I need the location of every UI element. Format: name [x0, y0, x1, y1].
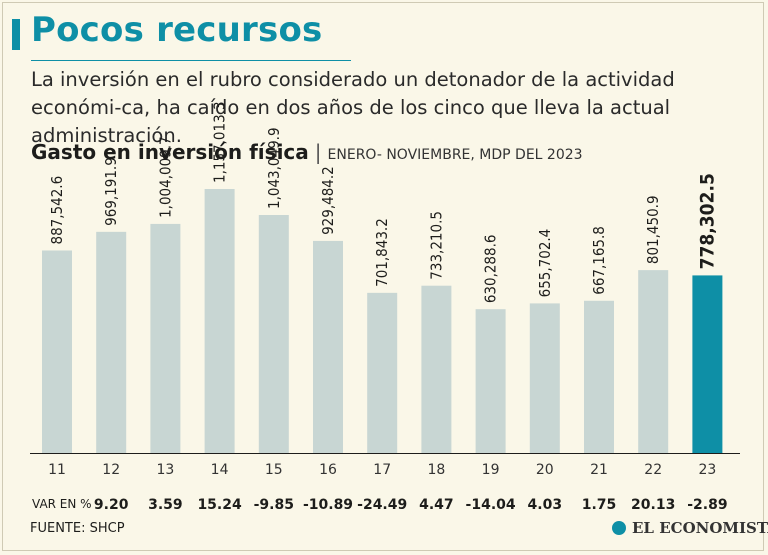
bar-12: [96, 231, 127, 453]
value-label-18: 733,210.5: [427, 211, 445, 280]
bar-13: [150, 223, 181, 453]
x-tick-14: 14: [211, 462, 229, 478]
variation-18: 4.47: [419, 497, 454, 513]
variation-14: 15.24: [197, 497, 242, 513]
value-label-15: 1,043,049.9: [265, 127, 283, 209]
value-label-23: 778,302.5: [696, 173, 718, 269]
bar-11: [42, 250, 72, 453]
x-tick-15: 15: [265, 462, 283, 478]
x-tick-19: 19: [482, 462, 500, 478]
variation-16: -10.89: [303, 497, 353, 513]
value-label-16: 929,484.2: [319, 166, 337, 235]
x-tick-16: 16: [319, 462, 337, 478]
logo-text: EL ECONOMISTA: [632, 519, 768, 537]
x-tick-22: 22: [644, 462, 662, 478]
page-title: Pocos recursos: [31, 10, 323, 50]
logo-icon: [612, 521, 626, 535]
value-label-13: 1,004,009.7: [156, 136, 174, 218]
value-label-20: 655,702.4: [536, 229, 554, 298]
chart-subtitle: Gasto en inversión física | ENERO- NOVIEMB…: [31, 140, 583, 164]
deck-text: La inversión en el rubro considerado un …: [31, 68, 675, 147]
x-tick-12: 12: [102, 462, 120, 478]
x-tick-17: 17: [373, 462, 391, 478]
variation-23: -2.89: [687, 497, 727, 513]
value-label-14: 1,157,013.3: [211, 101, 229, 183]
value-label-11: 887,542.6: [48, 176, 66, 245]
source-note: FUENTE: SHCP: [30, 521, 125, 536]
variation-20: 4.03: [528, 497, 563, 513]
variation-19: -14.04: [466, 497, 516, 513]
bar-14: [204, 189, 235, 453]
bar-17: [367, 292, 398, 453]
bar-21: [584, 300, 614, 453]
title-rule: [31, 60, 351, 61]
variation-12: 9.20: [94, 497, 129, 513]
chart-unit-note: ENERO- NOVIEMBRE, MDP DEL 2023: [327, 147, 583, 163]
variation-22: 20.13: [631, 497, 675, 513]
value-label-19: 630,288.6: [482, 235, 500, 304]
bar-18: [421, 285, 452, 453]
x-tick-21: 21: [590, 462, 608, 478]
value-label-17: 701,843.2: [373, 218, 391, 287]
bar-22: [638, 270, 669, 453]
publisher-logo: EL ECONOMISTA: [612, 519, 768, 537]
bar-16: [313, 240, 343, 453]
variation-label: VAR EN %: [32, 497, 92, 511]
value-label-12: 969,191.9: [102, 157, 120, 226]
variation-13: 3.59: [148, 497, 183, 513]
x-tick-20: 20: [536, 462, 554, 478]
x-tick-23: 23: [698, 462, 716, 478]
chart-title: Gasto en inversión física: [31, 140, 309, 164]
x-tick-18: 18: [427, 462, 445, 478]
title-accent-bar: [12, 19, 20, 50]
subtitle-separator: |: [314, 140, 322, 164]
variation-17: -24.49: [357, 497, 407, 513]
bar-20: [529, 303, 560, 453]
x-tick-13: 13: [156, 462, 174, 478]
value-label-22: 801,450.9: [644, 195, 662, 264]
x-tick-11: 11: [48, 462, 66, 478]
variation-15: -9.85: [254, 497, 294, 513]
value-label-21: 667,165.8: [590, 226, 608, 295]
bar-19: [475, 309, 506, 453]
bar-15: [258, 215, 289, 453]
bar-23: [692, 275, 723, 453]
variation-21: 1.75: [582, 497, 617, 513]
